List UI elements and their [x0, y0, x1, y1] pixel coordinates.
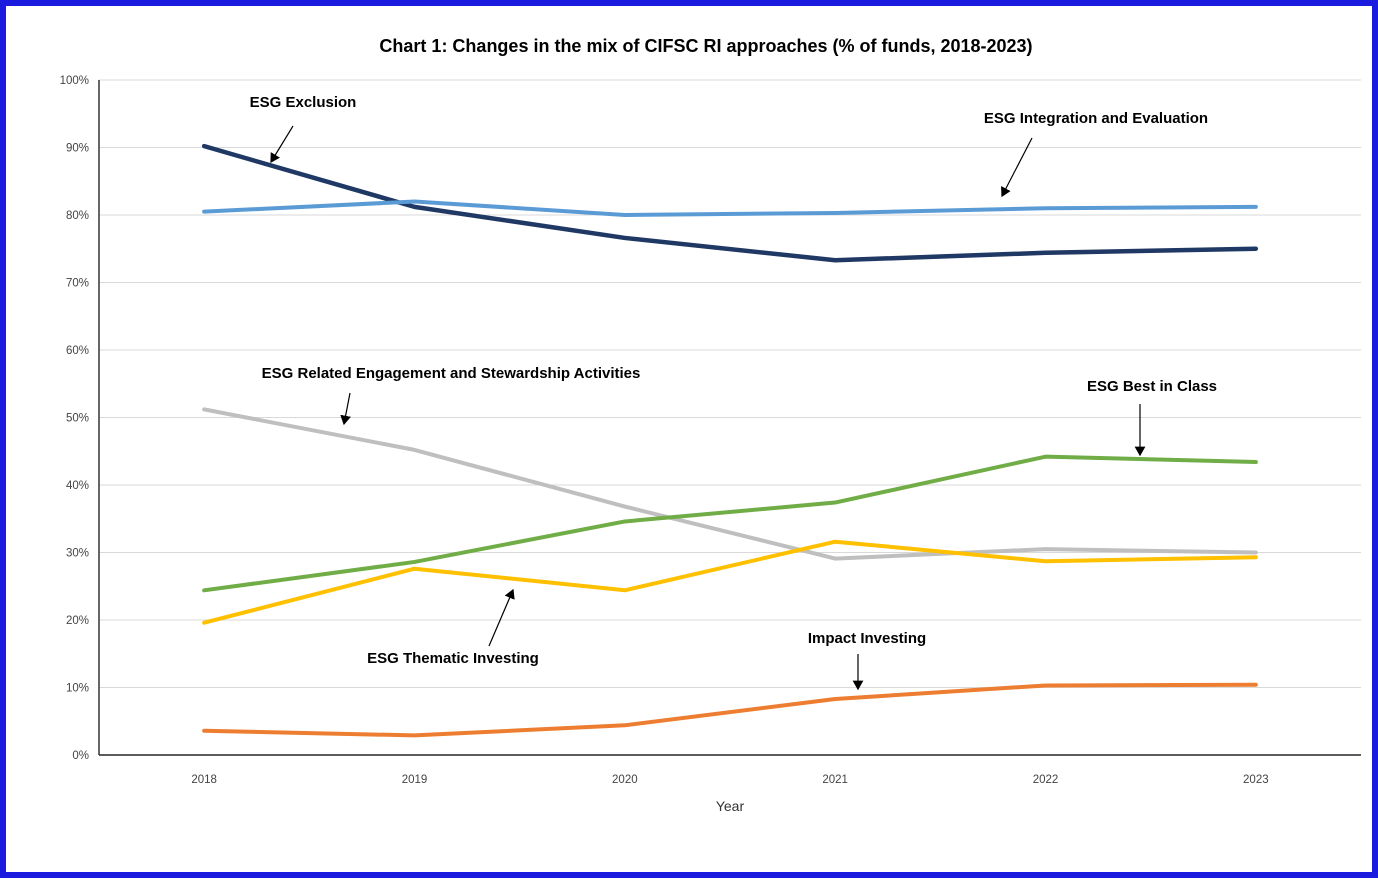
- series-annotations: ESG Exclusion ESG Integration and Evaluat…: [250, 94, 1217, 691]
- series-lines: [201, 143, 1259, 738]
- x-tick-label: 2021: [822, 774, 848, 786]
- annotation-label-esg-thematic-investing: ESG Thematic Investing: [367, 650, 539, 667]
- annotation-label-esg-related-engagement-and-stewardship-activities: ESG Related Engagement and Stewardship A…: [262, 365, 641, 382]
- line-esg-best-in-class: [202, 454, 1258, 593]
- x-tick-label: 2023: [1243, 774, 1269, 786]
- line-esg-integration-and-evaluation: [202, 199, 1258, 217]
- y-tick-label: 50%: [66, 413, 89, 425]
- line-esg-thematic-investing: [202, 539, 1258, 625]
- annotation-arrow-esg-integration-and-evaluation: [1001, 137, 1033, 198]
- y-tick-label: 80%: [66, 210, 89, 222]
- x-axis-title: Year: [716, 798, 745, 814]
- y-tick-label: 0%: [72, 750, 89, 762]
- y-tick-label: 10%: [66, 683, 89, 695]
- annotation-label-esg-exclusion: ESG Exclusion: [250, 94, 357, 111]
- x-axis-tick-labels: 2018 2019 2020 2021 2022 2023: [191, 774, 1268, 786]
- y-tick-label: 40%: [66, 480, 89, 492]
- annotation-label-esg-integration-and-evaluation: ESG Integration and Evaluation: [984, 110, 1208, 127]
- y-tick-label: 20%: [66, 615, 89, 627]
- x-tick-label: 2020: [612, 774, 638, 786]
- gridlines: [99, 79, 1361, 688]
- y-tick-label: 90%: [66, 143, 89, 155]
- x-tick-label: 2022: [1033, 774, 1059, 786]
- chart-title: Chart 1: Changes in the mix of CIFSC RI …: [379, 36, 1032, 56]
- line-esg-related-engagement-and-stewardship-activities: [202, 407, 1258, 561]
- annotation-arrow-esg-exclusion: [270, 125, 294, 164]
- y-tick-label: 60%: [66, 345, 89, 357]
- annotation-label-impact-investing: Impact Investing: [808, 630, 926, 647]
- line-impact-investing: [202, 682, 1258, 738]
- y-tick-label: 100%: [60, 75, 89, 87]
- line-esg-exclusion: [201, 143, 1259, 263]
- axes: [98, 80, 1361, 756]
- x-tick-label: 2018: [191, 774, 217, 786]
- annotation-arrow-esg-related-engagement-and-stewardship-activities: [340, 392, 351, 426]
- x-tick-label: 2019: [402, 774, 428, 786]
- annotation-arrow-esg-thematic-investing: [488, 588, 515, 647]
- line-chart: Chart 1: Changes in the mix of CIFSC RI …: [60, 36, 1361, 814]
- y-tick-label: 30%: [66, 548, 89, 560]
- y-tick-label: 70%: [66, 278, 89, 290]
- annotation-label-esg-best-in-class: ESG Best in Class: [1087, 378, 1217, 395]
- y-axis-tick-labels: 0% 10% 20% 30% 40% 50% 60% 70% 80% 90% 100%: [60, 75, 89, 762]
